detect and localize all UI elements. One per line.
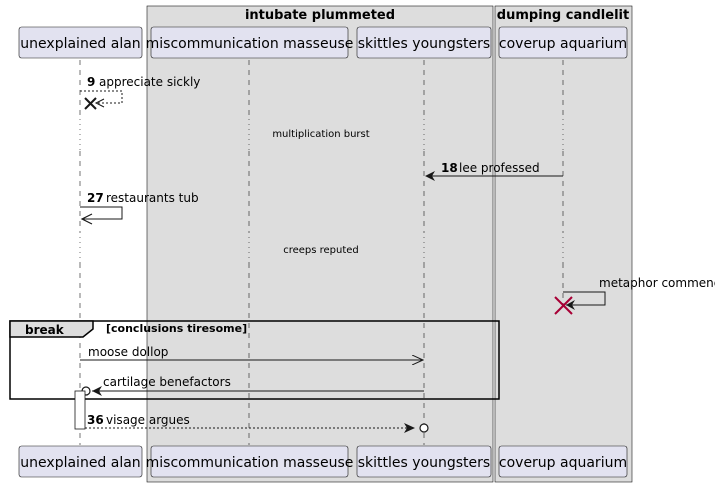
fragment-break: break [conclusions tiresome]: [9, 320, 500, 400]
participant-coverup-aquarium-bottom[interactable]: coverup aquarium: [498, 445, 628, 478]
lost-found-circle-icon: [419, 423, 429, 433]
participant-skittles-youngsters-bottom[interactable]: skittles youngsters: [356, 445, 492, 478]
participant-label: skittles youngsters: [358, 36, 490, 52]
message-label: restaurants tub: [106, 191, 199, 205]
participant-label: miscommunication masseuse: [146, 36, 354, 52]
participant-miscommunication-masseuse-bottom[interactable]: miscommunication masseuse: [146, 445, 354, 478]
message-number: 36: [87, 413, 104, 427]
message-visage-argues: 36 visage argues: [85, 413, 429, 433]
participant-unexplained-alan-top[interactable]: unexplained alan: [18, 26, 143, 59]
box-title: intubate plummeted: [245, 8, 395, 23]
message-moose-dollop: moose dollop: [80, 345, 423, 360]
message-number: 27: [87, 191, 104, 205]
message-number: 9: [87, 75, 95, 89]
message-label: metaphor commendable: [599, 276, 715, 290]
participant-label: coverup aquarium: [499, 455, 627, 471]
destroy-icon: [84, 97, 97, 110]
message-cartilage-benefactors: cartilage benefactors: [81, 375, 424, 396]
destroy-icon: [554, 296, 573, 315]
box-intubate-plummeted: intubate plummeted: [146, 5, 494, 483]
participant-unexplained-alan-bottom[interactable]: unexplained alan: [18, 445, 143, 478]
divider-gaps: [79, 119, 564, 263]
fragment-keyword: break: [25, 323, 65, 337]
message-label: appreciate sickly: [99, 75, 200, 89]
message-label: cartilage benefactors: [103, 375, 231, 389]
message-label: visage argues: [106, 413, 190, 427]
message-label: lee professed: [459, 161, 540, 175]
activation-bar: [74, 390, 86, 430]
divider-label: multiplication burst: [272, 129, 369, 140]
participant-miscommunication-masseuse-top[interactable]: miscommunication masseuse: [146, 26, 354, 59]
participant-label: coverup aquarium: [499, 36, 627, 52]
participant-coverup-aquarium-top[interactable]: coverup aquarium: [498, 26, 628, 59]
box-title: dumping candlelit: [497, 8, 629, 23]
divider-label: creeps reputed: [283, 245, 359, 256]
participant-label: unexplained alan: [20, 36, 140, 52]
participant-label: skittles youngsters: [358, 455, 490, 471]
fragment-condition: [conclusions tiresome]: [106, 322, 247, 335]
message-number: 18: [441, 161, 458, 175]
message-label: moose dollop: [88, 345, 168, 359]
message-metaphor-commendable: metaphor commendable: [554, 276, 715, 315]
message-restaurants-tub: 27 restaurants tub: [80, 191, 199, 225]
box-dumping-candlelit: dumping candlelit: [494, 5, 633, 483]
participant-label: unexplained alan: [20, 455, 140, 471]
message-lee-professed: 18 lee professed: [425, 161, 563, 181]
lifelines: [79, 60, 564, 445]
message-appreciate-sickly: 9 appreciate sickly: [80, 75, 200, 110]
participant-label: miscommunication masseuse: [146, 455, 354, 471]
participant-skittles-youngsters-top[interactable]: skittles youngsters: [356, 26, 492, 59]
